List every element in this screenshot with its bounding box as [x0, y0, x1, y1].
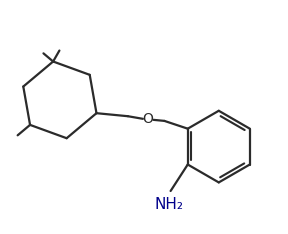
Text: O: O [143, 112, 154, 126]
Text: NH₂: NH₂ [155, 197, 183, 212]
